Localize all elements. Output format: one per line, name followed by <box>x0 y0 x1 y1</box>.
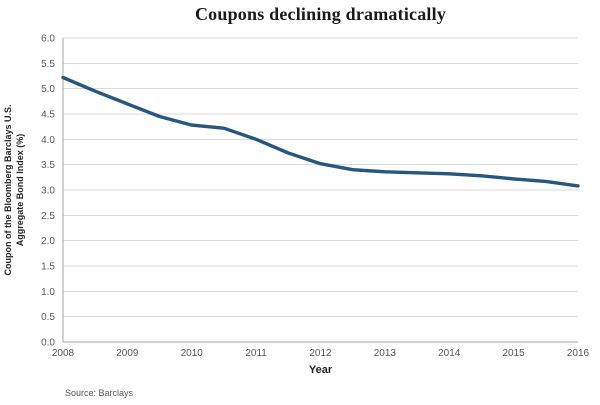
y-tick-label: 1.0 <box>41 287 55 298</box>
y-tick-label: 5.5 <box>41 59 55 70</box>
x-tick-label: 2013 <box>374 348 397 359</box>
coupon-series-line <box>61 75 580 188</box>
x-tick-label: 2015 <box>503 348 526 359</box>
chart-title: Coupons declining dramatically <box>194 4 447 24</box>
x-tick-label: 2011 <box>245 348 267 359</box>
source-note: Source: Barclays <box>65 388 134 398</box>
y-tick-label: 4.5 <box>41 110 55 121</box>
x-tick-label: 2008 <box>52 348 75 359</box>
x-axis-label: Year <box>308 364 333 376</box>
x-tick-label: 2016 <box>567 348 590 359</box>
y-tick-label: 0.5 <box>41 312 55 323</box>
y-tick-label: 2.5 <box>41 211 55 222</box>
x-tick-label: 2010 <box>181 348 204 359</box>
y-tick-label: 3.5 <box>41 160 55 171</box>
y-tick-label: 3.0 <box>41 186 55 197</box>
y-tick-label: 0.0 <box>41 338 55 349</box>
x-tick-label: 2014 <box>438 348 461 359</box>
y-tick-label: 6.0 <box>41 34 55 45</box>
y-tick-label: 4.0 <box>41 135 55 146</box>
y-tick-label: 5.0 <box>41 84 55 95</box>
x-tick-label: 2012 <box>309 348 332 359</box>
y-tick-label: 2.0 <box>41 236 55 247</box>
y-tick-label: 1.5 <box>41 262 55 273</box>
x-tick-label: 2009 <box>116 348 139 359</box>
